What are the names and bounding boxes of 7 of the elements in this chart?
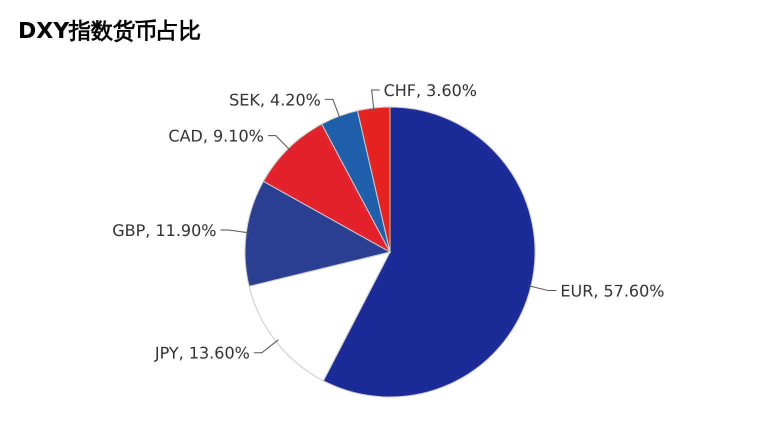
slice-label: CAD, 9.10% <box>168 126 264 146</box>
slice-label: GBP, 11.90% <box>112 221 216 240</box>
chart-title: DXY指数货币占比 <box>18 19 202 44</box>
slice-label: JPY, 13.60% <box>154 344 250 363</box>
slice-label: SEK, 4.20% <box>229 90 321 110</box>
slice-label: CHF, 3.60% <box>384 81 478 100</box>
slice-label: EUR, 57.60% <box>560 282 664 301</box>
